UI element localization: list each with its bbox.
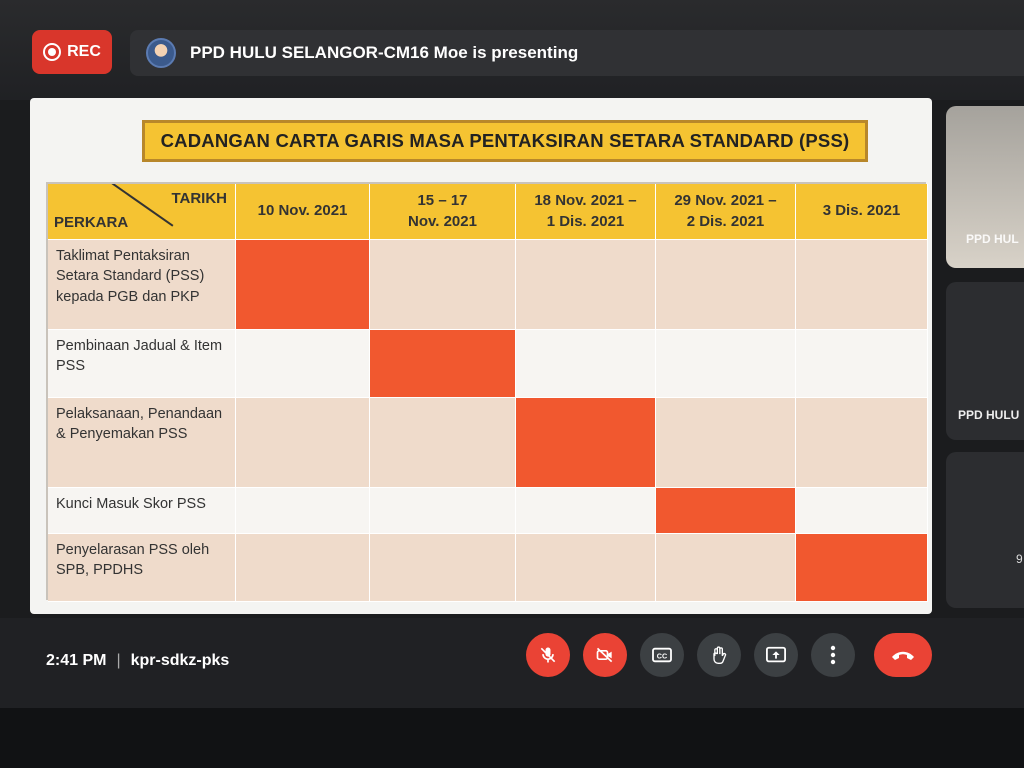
timeline-cell bbox=[656, 398, 796, 488]
task-label: Pembinaan Jadual & Item PSS bbox=[48, 330, 236, 398]
microphone-button[interactable] bbox=[526, 633, 570, 677]
timeline-cell bbox=[796, 488, 928, 534]
camera-off-icon bbox=[596, 647, 613, 663]
timeline-cell bbox=[796, 398, 928, 488]
task-label: Kunci Masuk Skor PSS bbox=[48, 488, 236, 534]
timeline-bar bbox=[656, 488, 796, 534]
presenter-text: PPD HULU SELANGOR-CM16 Moe is presenting bbox=[190, 43, 579, 62]
present-button[interactable] bbox=[754, 633, 798, 677]
timeline-cell bbox=[516, 330, 656, 398]
timeline-cell bbox=[796, 330, 928, 398]
task-label: Penyelarasan PSS oleh SPB, PPDHS bbox=[48, 534, 236, 602]
corner-task-label: PERKARA bbox=[54, 214, 129, 231]
captions-icon: CC bbox=[652, 647, 672, 663]
end-call-button[interactable] bbox=[874, 633, 932, 677]
raise-hand-button[interactable] bbox=[697, 633, 741, 677]
task-label: Pelaksanaan, Penandaan & Penyemakan PSS bbox=[48, 398, 236, 488]
camera-button[interactable] bbox=[583, 633, 627, 677]
timeline-cell bbox=[236, 398, 370, 488]
timeline-bar bbox=[796, 534, 928, 602]
timeline-cell bbox=[236, 534, 370, 602]
raise-hand-icon bbox=[713, 646, 727, 664]
task-label: Taklimat Pentaksiran Setara Standard (PS… bbox=[48, 240, 236, 330]
date-column-header: 3 Dis. 2021 bbox=[796, 184, 928, 240]
date-column-header: 15 – 17 Nov. 2021 bbox=[370, 184, 516, 240]
date-column-header: 29 Nov. 2021 – 2 Dis. 2021 bbox=[656, 184, 796, 240]
end-call-icon bbox=[892, 651, 914, 660]
timeline-cell bbox=[370, 398, 516, 488]
meeting-time: 2:41 PM bbox=[46, 652, 107, 669]
timeline-cell bbox=[656, 330, 796, 398]
meeting-details[interactable]: 2:41 PM | kpr-sdkz-pks bbox=[46, 652, 229, 670]
svg-text:CC: CC bbox=[657, 652, 667, 661]
meeting-code: kpr-sdkz-pks bbox=[130, 652, 230, 669]
separator: | bbox=[116, 652, 121, 669]
timeline-cell bbox=[370, 240, 516, 330]
shared-slide: CADANGAN CARTA GARIS MASA PENTAKSIRAN SE… bbox=[30, 98, 932, 614]
record-icon bbox=[43, 43, 62, 61]
captions-button[interactable]: CC bbox=[640, 633, 684, 677]
timeline-cell bbox=[796, 240, 928, 330]
date-column-header: 10 Nov. 2021 bbox=[236, 184, 370, 240]
recording-label: REC bbox=[67, 43, 101, 60]
presenter-avatar bbox=[146, 38, 176, 68]
slide-title: CADANGAN CARTA GARIS MASA PENTAKSIRAN SE… bbox=[142, 120, 868, 162]
timeline-cell bbox=[236, 488, 370, 534]
date-column-header: 18 Nov. 2021 – 1 Dis. 2021 bbox=[516, 184, 656, 240]
participant-tile[interactable] bbox=[946, 452, 1024, 608]
call-controls: CC bbox=[526, 633, 932, 677]
more-options-button[interactable] bbox=[811, 633, 855, 677]
timeline-bar bbox=[236, 240, 370, 330]
timeline-cell bbox=[516, 240, 656, 330]
timeline-cell bbox=[656, 240, 796, 330]
timeline-bar bbox=[370, 330, 516, 398]
table-corner-header: TARIKH PERKARA bbox=[48, 184, 236, 240]
recording-indicator[interactable]: REC bbox=[32, 30, 112, 74]
mic-off-icon bbox=[540, 647, 556, 663]
participant-tile[interactable] bbox=[946, 282, 1024, 440]
timeline-cell bbox=[236, 330, 370, 398]
corner-date-label: TARIKH bbox=[171, 190, 227, 207]
more-options-icon bbox=[830, 645, 836, 665]
timeline-cell bbox=[656, 534, 796, 602]
timeline-cell bbox=[516, 534, 656, 602]
timeline-cell bbox=[370, 488, 516, 534]
present-icon bbox=[766, 646, 786, 663]
participant-name: PPD HULU bbox=[958, 408, 1020, 422]
participant-name: PPD HUL bbox=[966, 232, 1019, 246]
timeline-cell bbox=[370, 534, 516, 602]
timeline-table: TARIKH PERKARA 10 Nov. 2021 15 – 17 Nov. … bbox=[46, 182, 928, 602]
presenter-banner: PPD HULU SELANGOR-CM16 Moe is presenting bbox=[130, 30, 1024, 76]
participant-tile[interactable] bbox=[946, 106, 1024, 268]
timeline-cell bbox=[516, 488, 656, 534]
timeline-bar bbox=[516, 398, 656, 488]
participant-count: 9 bbox=[1016, 552, 1023, 566]
screen-bezel bbox=[0, 708, 1024, 768]
